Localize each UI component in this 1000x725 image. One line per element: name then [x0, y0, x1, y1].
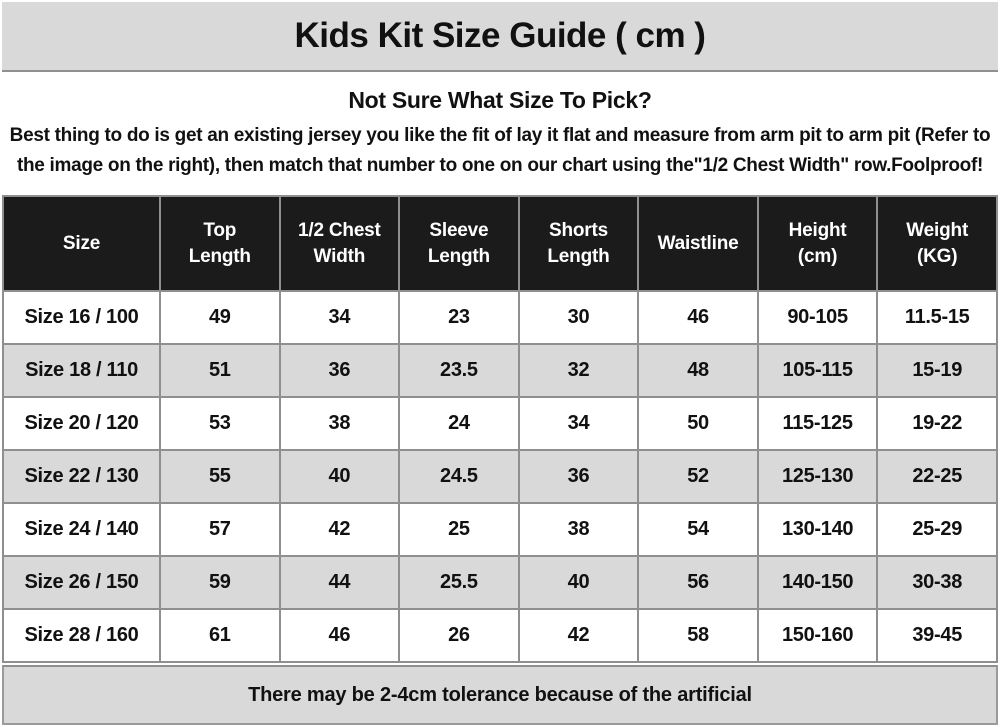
row-label-cell: Size 28 / 160: [2, 608, 161, 663]
row-label-cell: Size 24 / 140: [2, 502, 161, 557]
value-cell: 32: [517, 343, 640, 398]
value-cell: 54: [637, 502, 759, 557]
value-cell: 105-115: [756, 343, 879, 398]
value-cell: 125-130: [756, 449, 879, 504]
value-cell: 44: [278, 555, 401, 610]
value-cell: 36: [278, 343, 401, 398]
value-cell: 130-140: [756, 502, 879, 557]
value-cell: 40: [517, 555, 640, 610]
row-label-cell: Size 20 / 120: [2, 396, 161, 451]
value-cell: 58: [637, 608, 759, 663]
column-header-size: Size: [2, 195, 161, 292]
value-cell: 40: [278, 449, 401, 504]
table-row: Size 22 / 130 55 40 24.5 36 52 125-130 22-25: [2, 449, 998, 504]
value-cell: 140-150: [756, 555, 879, 610]
value-cell: 46: [278, 608, 401, 663]
value-cell: 23.5: [398, 343, 520, 398]
value-cell: 50: [637, 396, 759, 451]
value-cell: 48: [637, 343, 759, 398]
value-cell: 115-125: [756, 396, 879, 451]
table-row: Size 20 / 120 53 38 24 34 50 115-125 19-22: [2, 396, 998, 451]
value-cell: 11.5-15: [876, 290, 998, 345]
value-cell: 49: [159, 290, 281, 345]
column-header-weight-kg: Weight (KG): [876, 195, 998, 292]
value-cell: 42: [278, 502, 401, 557]
value-cell: 30: [517, 290, 640, 345]
value-cell: 15-19: [876, 343, 998, 398]
value-cell: 150-160: [756, 608, 879, 663]
size-table-body: Size 16 / 100 49 34 23 30 46 90-105 11.5-15 Size…: [2, 290, 998, 663]
value-cell: 46: [637, 290, 759, 345]
value-cell: 52: [637, 449, 759, 504]
value-cell: 39-45: [876, 608, 998, 663]
value-cell: 55: [159, 449, 281, 504]
value-cell: 25: [398, 502, 520, 557]
table-row: Size 16 / 100 49 34 23 30 46 90-105 11.5-15: [2, 290, 998, 345]
value-cell: 25.5: [398, 555, 520, 610]
value-cell: 42: [517, 608, 640, 663]
footer-note: There may be 2-4cm tolerance because of …: [248, 683, 752, 706]
size-table: Size Top Length 1/2 Chest Width Sleeve Leng…: [2, 195, 998, 663]
value-cell: 23: [398, 290, 520, 345]
footer-band: There may be 2-4cm tolerance because of …: [2, 665, 998, 725]
row-label-cell: Size 22 / 130: [2, 449, 161, 504]
value-cell: 36: [517, 449, 640, 504]
value-cell: 51: [159, 343, 281, 398]
value-cell: 61: [159, 608, 281, 663]
value-cell: 34: [278, 290, 401, 345]
value-cell: 26: [398, 608, 520, 663]
row-label-cell: Size 16 / 100: [2, 290, 161, 345]
column-header-1-2-chest-width: 1/2 Chest Width: [278, 195, 401, 292]
intro-heading: Not Sure What Size To Pick?: [348, 87, 652, 113]
intro-section: Not Sure What Size To Pick? Best thing t…: [2, 72, 998, 195]
column-header-waistline: Waistline: [637, 195, 759, 292]
value-cell: 57: [159, 502, 281, 557]
value-cell: 56: [637, 555, 759, 610]
value-cell: 22-25: [876, 449, 998, 504]
column-header-sleeve-length: Sleeve Length: [398, 195, 520, 292]
column-header-height-cm: Height (cm): [756, 195, 879, 292]
value-cell: 53: [159, 396, 281, 451]
value-cell: 19-22: [876, 396, 998, 451]
header-row: Size Top Length 1/2 Chest Width Sleeve Leng…: [2, 195, 998, 292]
value-cell: 90-105: [756, 290, 879, 345]
column-header-shorts-length: Shorts Length: [517, 195, 640, 292]
page-title: Kids Kit Size Guide ( cm ): [294, 16, 706, 55]
table-row: Size 18 / 110 51 36 23.5 32 48 105-115 15-19: [2, 343, 998, 398]
value-cell: 38: [517, 502, 640, 557]
column-header-top-length: Top Length: [159, 195, 281, 292]
value-cell: 24: [398, 396, 520, 451]
size-table-head: Size Top Length 1/2 Chest Width Sleeve Leng…: [2, 195, 998, 292]
table-row: Size 24 / 140 57 42 25 38 54 130-140 25-29: [2, 502, 998, 557]
table-row: Size 28 / 160 61 46 26 42 58 150-160 39-45: [2, 608, 998, 663]
value-cell: 59: [159, 555, 281, 610]
intro-body: Best thing to do is get an existing jers…: [9, 125, 991, 176]
value-cell: 24.5: [398, 449, 520, 504]
row-label-cell: Size 26 / 150: [2, 555, 161, 610]
value-cell: 34: [517, 396, 640, 451]
value-cell: 30-38: [876, 555, 998, 610]
value-cell: 38: [278, 396, 401, 451]
value-cell: 25-29: [876, 502, 998, 557]
row-label-cell: Size 18 / 110: [2, 343, 161, 398]
table-row: Size 26 / 150 59 44 25.5 40 56 140-150 30-38: [2, 555, 998, 610]
title-band: Kids Kit Size Guide ( cm ): [2, 2, 998, 72]
